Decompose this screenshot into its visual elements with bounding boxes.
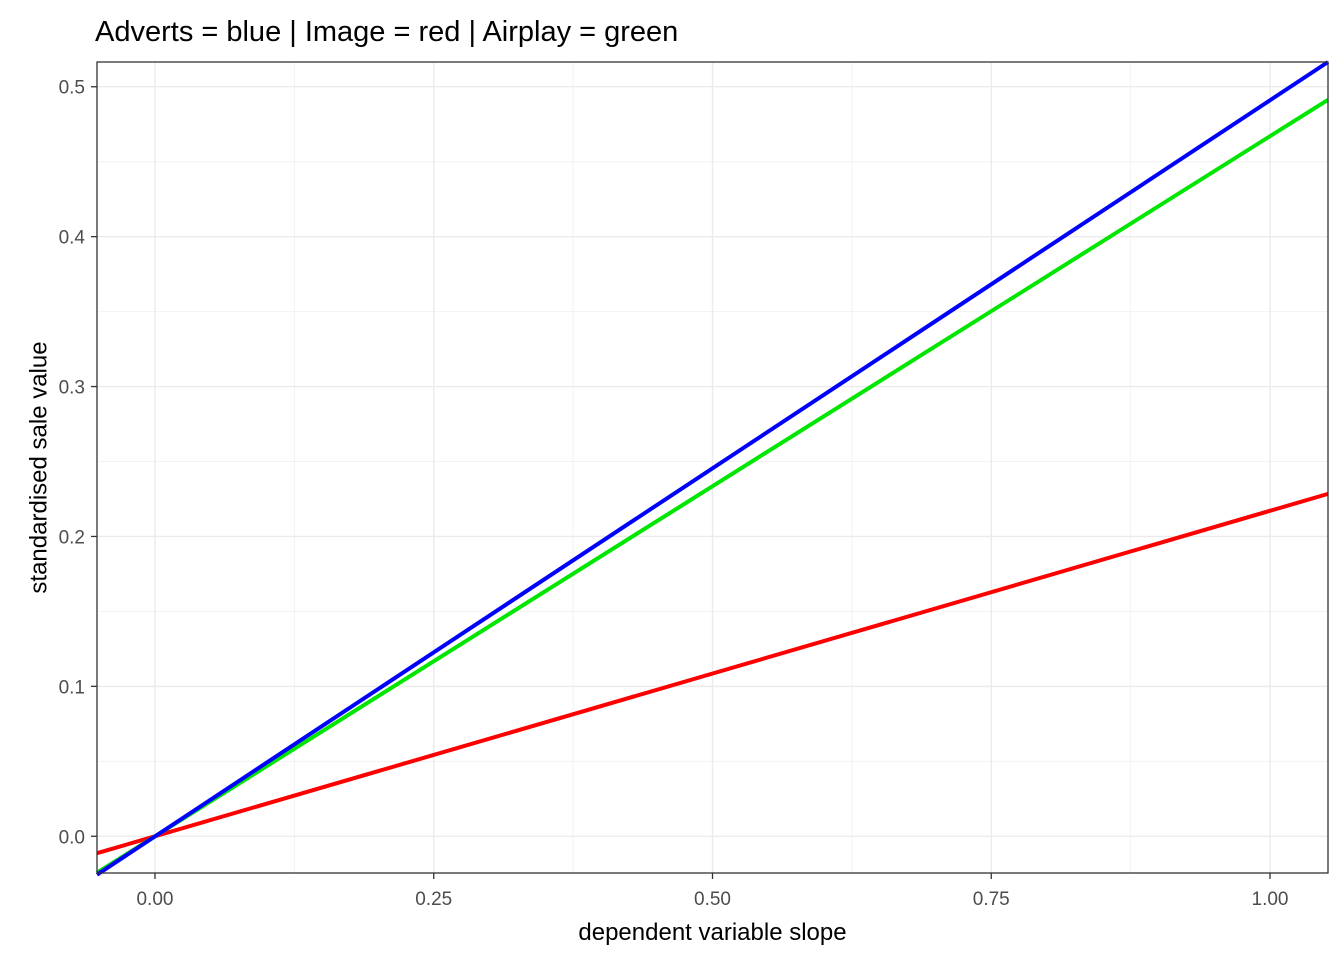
y-tick-label: 0.0: [59, 827, 85, 848]
series-line-blue: [95, 60, 1330, 877]
y-axis-title: standardised sale value: [25, 341, 52, 593]
series-lines: [95, 60, 1330, 877]
y-axis: 0.0 0.1 0.2 0.3 0.4 0.5: [59, 78, 97, 848]
x-axis: 0.00 0.25 0.50 0.75 1.00: [136, 873, 1289, 910]
x-tick-label: 0.25: [415, 889, 452, 910]
series-line-red: [96, 491, 1329, 856]
y-tick-label: 0.1: [59, 677, 85, 698]
x-tick-label: 1.00: [1252, 889, 1289, 910]
chart-title: Adverts = blue | Image = red | Airplay =…: [95, 16, 678, 48]
x-tick-label: 0.50: [694, 889, 731, 910]
x-tick-label: 0.75: [973, 889, 1010, 910]
series-line-green: [95, 98, 1330, 875]
y-tick-label: 0.3: [59, 378, 85, 399]
x-axis-title: dependent variable slope: [578, 919, 846, 946]
x-tick-label: 0.00: [136, 889, 173, 910]
y-tick-label: 0.4: [59, 228, 86, 249]
y-tick-label: 0.5: [59, 78, 85, 99]
y-tick-label: 0.2: [59, 527, 85, 548]
